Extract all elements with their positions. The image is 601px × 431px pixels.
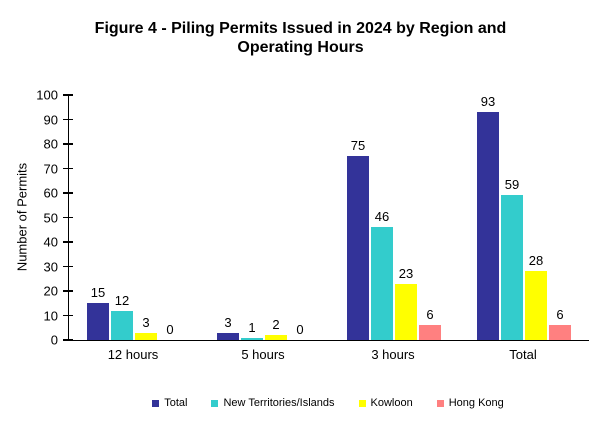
y-axis-tick-label: 80: [43, 136, 58, 152]
bar-kowloon: [525, 271, 547, 340]
legend-label: Hong Kong: [448, 397, 504, 409]
bar-slot: 59: [501, 95, 523, 340]
bar-slot: 0: [159, 95, 181, 340]
bar-slot: 28: [525, 95, 547, 340]
data-label: 6: [556, 307, 564, 323]
bar-hong-kong: [549, 325, 571, 340]
x-axis-label-12-hours: 12 hours: [107, 347, 159, 362]
data-label: 0: [296, 322, 304, 337]
y-axis-tick-label: 50: [43, 210, 58, 225]
bar-new-territories-islands: [501, 195, 523, 340]
bar-total: [87, 303, 109, 340]
y-axis-tick-label: 90: [43, 112, 58, 127]
bar-hong-kong: [419, 325, 441, 340]
data-label: 3: [224, 314, 232, 330]
bar-total: [217, 332, 239, 340]
legend-item-kowloon: Kowloon: [358, 397, 413, 409]
bar-slot: 46: [371, 95, 393, 340]
bar-kowloon: [395, 283, 417, 340]
chart-title-line2: Operating Hours: [237, 39, 364, 56]
x-axis-label-total: Total: [509, 347, 537, 362]
bar-slot: 12: [111, 95, 133, 340]
y-axis-tick: [63, 290, 73, 292]
bar-new-territories-islands: [241, 337, 263, 340]
legend-swatch-icon: [152, 399, 160, 407]
chart-title-line1: Figure 4 - Piling Permits Issued in 2024…: [94, 20, 507, 37]
bar-slot: 93: [477, 95, 499, 340]
y-axis-tick-label: 100: [36, 87, 58, 103]
chart-title: Figure 4 - Piling Permits Issued in 2024…: [0, 19, 601, 57]
legend-swatch-icon: [358, 399, 366, 407]
data-label: 6: [426, 307, 434, 323]
x-axis-label-5-hours: 5 hours: [241, 347, 285, 362]
data-label: 2: [272, 317, 280, 333]
legend-item-total: Total: [152, 397, 187, 409]
data-label: 93: [480, 94, 496, 110]
legend: Total New Territories/Islands Kowloon Hong …: [68, 397, 588, 409]
y-axis-tick-label: 40: [43, 234, 58, 250]
y-axis-tick-label: 20: [43, 283, 58, 299]
bar-slot: 3: [217, 95, 239, 340]
bar-new-territories-islands: [111, 310, 133, 340]
legend-item-hong-kong: Hong Kong: [436, 397, 504, 409]
y-axis-tick: [63, 143, 73, 145]
bar-group-total: 93 59 28 6: [459, 95, 589, 340]
bar-slot: 6: [549, 95, 571, 340]
y-axis-tick-label: 70: [43, 161, 58, 176]
y-axis-tick: [63, 339, 73, 341]
y-axis-tick: [63, 241, 73, 243]
legend-label: New Territories/Islands: [223, 397, 335, 409]
bar-slot: 75: [347, 95, 369, 340]
bar-slot: 3: [135, 95, 157, 340]
legend-item-new-territories-islands: New Territories/Islands: [211, 397, 335, 409]
bar-kowloon: [135, 332, 157, 340]
bar-kowloon: [265, 335, 287, 340]
data-label: 12: [114, 292, 130, 308]
y-axis-tick-labels: 0 10 20 30 40 50 60 70 80 90 100: [0, 88, 58, 348]
bar-group-12-hours: 15 12 3 0: [69, 95, 199, 340]
data-label: 23: [398, 265, 414, 281]
y-axis-tick: [63, 192, 73, 194]
data-label: 59: [504, 177, 520, 193]
plot-area: 15 12 3 0 3 1 2 0 75 46 23 6 93 59 28 6: [63, 94, 589, 341]
bar-slot: 2: [265, 95, 287, 340]
y-axis-tick: [63, 314, 73, 317]
y-axis-tick-label: 0: [50, 332, 58, 348]
data-label: 15: [90, 285, 106, 301]
legend-label: Total: [164, 397, 188, 409]
bar-slot: 6: [419, 95, 441, 340]
y-axis-tick-label: 60: [43, 185, 58, 201]
bar-slot: 0: [289, 95, 311, 340]
bar-total: [477, 112, 499, 340]
bar-new-territories-islands: [371, 227, 393, 340]
y-axis-tick-label: 10: [43, 308, 58, 323]
y-axis-tick: [63, 167, 73, 170]
data-label: 28: [528, 253, 544, 269]
y-axis-tick: [63, 216, 73, 219]
data-label: 75: [350, 138, 366, 154]
bar-group-3-hours: 75 46 23 6: [329, 95, 459, 340]
x-axis-category-labels: 12 hours 5 hours 3 hours Total: [68, 347, 588, 362]
legend-label: Kowloon: [370, 397, 413, 409]
y-axis-tick-label: 30: [43, 259, 58, 274]
data-label: 1: [248, 319, 256, 335]
y-axis-tick: [63, 265, 73, 268]
x-axis-label-3-hours: 3 hours: [371, 347, 415, 362]
bar-total: [347, 156, 369, 340]
data-label: 3: [142, 314, 150, 330]
legend-swatch-icon: [211, 399, 219, 407]
bar-slot: 1: [241, 95, 263, 340]
bar-slot: 15: [87, 95, 109, 340]
y-axis-tick: [63, 94, 73, 96]
data-label: 46: [374, 209, 390, 225]
data-label: 0: [166, 322, 174, 337]
bar-slot: 23: [395, 95, 417, 340]
legend-swatch-icon: [436, 399, 444, 407]
y-axis-tick: [63, 118, 73, 121]
